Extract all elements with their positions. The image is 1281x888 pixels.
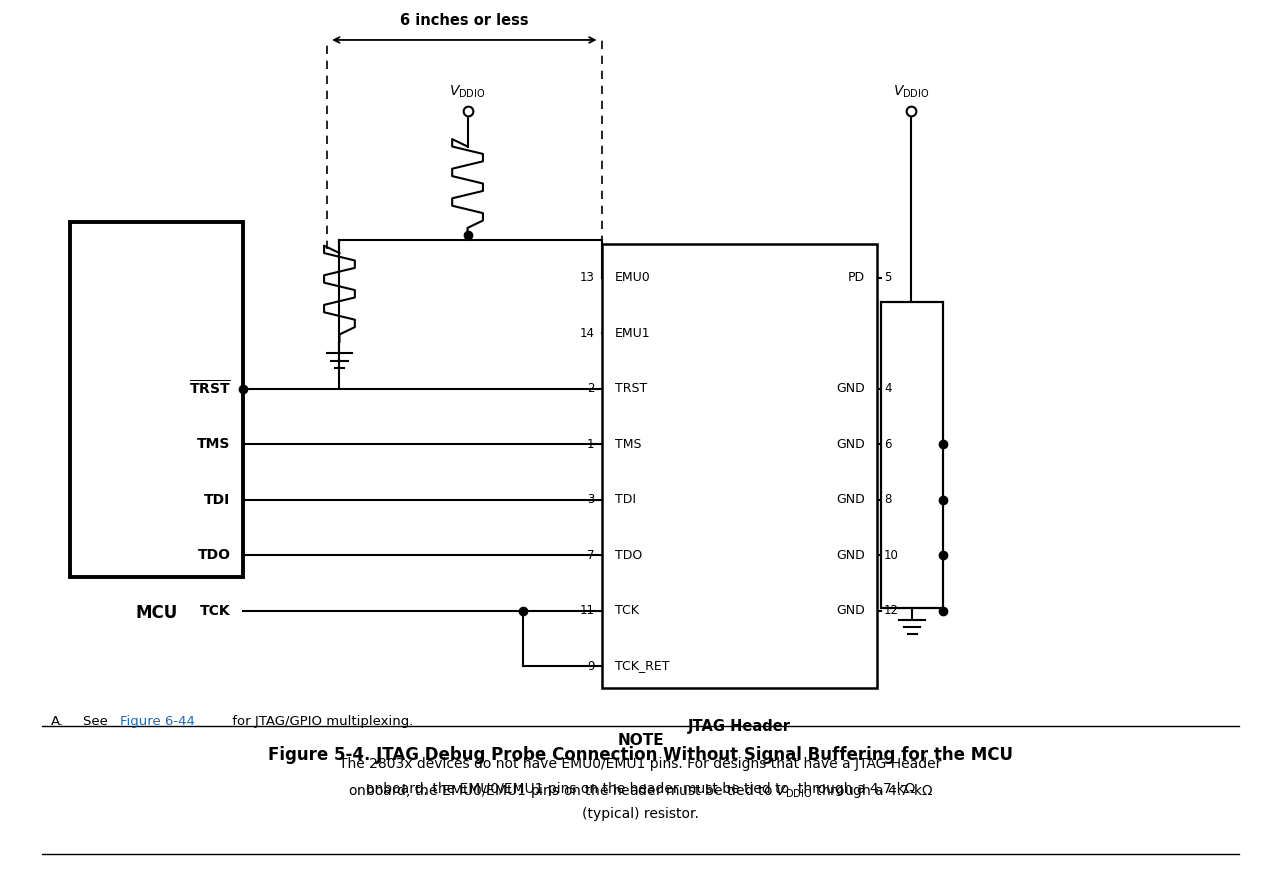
Text: The 2803x devices do not have EMU0/EMU1 pins. For designs that have a JTAG Heade: The 2803x devices do not have EMU0/EMU1 … xyxy=(339,757,942,772)
Text: EMU1: EMU1 xyxy=(615,327,651,340)
Text: TDI: TDI xyxy=(615,493,635,506)
Text: TMS: TMS xyxy=(197,437,231,451)
Text: 1: 1 xyxy=(587,438,594,451)
Text: 6 inches or less: 6 inches or less xyxy=(400,13,529,28)
Bar xyxy=(70,222,243,577)
Text: A.: A. xyxy=(51,715,64,728)
Text: GND: GND xyxy=(836,493,865,506)
Bar xyxy=(602,244,877,688)
Text: JTAG Header: JTAG Header xyxy=(688,719,792,734)
Text: TRST: TRST xyxy=(615,383,647,395)
Text: 12: 12 xyxy=(884,604,899,617)
Text: TCK_RET: TCK_RET xyxy=(615,660,670,672)
Text: TCK: TCK xyxy=(200,604,231,617)
Text: 3: 3 xyxy=(587,493,594,506)
Text: TCK: TCK xyxy=(615,604,639,617)
Text: 4: 4 xyxy=(884,383,892,395)
Text: onboard, the EMU0/EMU1 pins on the header must be tied to $V_{\mathrm{DDIO}}$ th: onboard, the EMU0/EMU1 pins on the heade… xyxy=(347,782,934,800)
Text: TMS: TMS xyxy=(615,438,642,451)
Text: 10: 10 xyxy=(884,549,899,561)
Text: TDO: TDO xyxy=(615,549,642,561)
Text: TDI: TDI xyxy=(205,493,231,507)
Text: 5: 5 xyxy=(884,272,892,284)
Text: 2: 2 xyxy=(587,383,594,395)
Text: NOTE: NOTE xyxy=(617,733,664,748)
Text: $\overline{\mathbf{TRST}}$: $\overline{\mathbf{TRST}}$ xyxy=(188,380,231,398)
Text: 13: 13 xyxy=(579,272,594,284)
Text: GND: GND xyxy=(836,383,865,395)
Text: 11: 11 xyxy=(579,604,594,617)
Text: PD: PD xyxy=(848,272,865,284)
Text: GND: GND xyxy=(836,549,865,561)
Text: GND: GND xyxy=(836,604,865,617)
Text: 14: 14 xyxy=(579,327,594,340)
Text: 6: 6 xyxy=(884,438,892,451)
Text: See: See xyxy=(83,715,113,728)
Text: $V_{\mathrm{DDIO}}$: $V_{\mathrm{DDIO}}$ xyxy=(450,84,485,100)
Text: 7: 7 xyxy=(587,549,594,561)
Text: GND: GND xyxy=(836,438,865,451)
Text: $V_{\mathrm{DDIO}}$: $V_{\mathrm{DDIO}}$ xyxy=(893,84,929,100)
Bar xyxy=(881,302,943,608)
Text: Figure 6-44: Figure 6-44 xyxy=(120,715,195,728)
Text: (typical) resistor.: (typical) resistor. xyxy=(582,807,699,821)
Text: 9: 9 xyxy=(587,660,594,672)
Text: TDO: TDO xyxy=(197,548,231,562)
Text: Figure 5-4. JTAG Debug Probe Connection Without Signal Buffering for the MCU: Figure 5-4. JTAG Debug Probe Connection … xyxy=(268,746,1013,764)
Text: EMU0: EMU0 xyxy=(615,272,651,284)
Text: MCU: MCU xyxy=(136,604,178,622)
Text: onboard, the EMU0/EMU1 pins on the header must be tied to  through a 4.7-kΩ: onboard, the EMU0/EMU1 pins on the heade… xyxy=(366,782,915,797)
Text: 8: 8 xyxy=(884,493,892,506)
Text: for JTAG/GPIO multiplexing.: for JTAG/GPIO multiplexing. xyxy=(228,715,414,728)
